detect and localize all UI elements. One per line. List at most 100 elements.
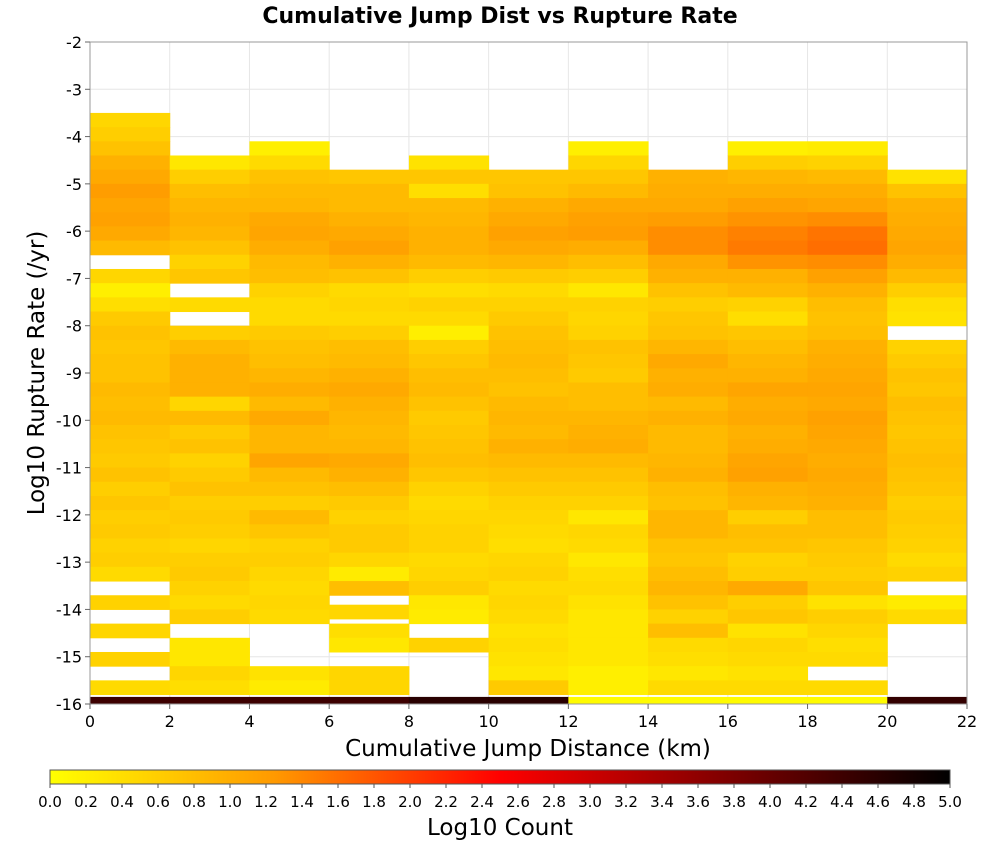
heatmap-cell xyxy=(568,183,649,199)
heatmap-cell xyxy=(648,382,729,398)
heatmap-cell xyxy=(727,268,809,284)
heatmap-cell xyxy=(727,311,809,327)
heatmap-cell xyxy=(807,254,888,270)
heatmap-cell xyxy=(90,651,171,667)
heatmap-cell xyxy=(568,651,649,667)
heatmap-cell xyxy=(887,481,968,497)
heatmap-cell xyxy=(329,623,410,639)
heatmap-cell xyxy=(887,339,968,355)
heatmap-cell xyxy=(329,425,410,440)
heatmap-cell xyxy=(249,198,330,213)
heatmap-cell xyxy=(90,552,171,568)
heatmap-cell xyxy=(648,581,729,596)
heatmap-cell xyxy=(169,254,250,270)
heatmap-cell xyxy=(568,637,649,653)
heatmap-cell xyxy=(488,552,569,568)
heatmap-cells xyxy=(90,112,968,704)
heatmap-cell xyxy=(887,595,968,610)
heatmap-cell xyxy=(408,467,490,483)
heatmap-cell xyxy=(648,566,729,582)
heatmap-cell xyxy=(488,311,569,327)
heatmap-cell xyxy=(568,141,649,156)
heatmap-cell xyxy=(568,581,649,596)
heatmap-cell xyxy=(648,325,729,341)
heatmap-cell xyxy=(887,254,968,270)
heatmap-cell xyxy=(90,198,171,213)
colorbar-tick-label: 1.2 xyxy=(254,793,278,811)
heatmap-cell xyxy=(727,453,809,469)
heatmap-cell xyxy=(90,467,171,483)
heatmap-cell xyxy=(169,169,250,185)
heatmap-cell xyxy=(169,453,250,469)
heatmap-cell xyxy=(807,297,888,313)
heatmap-cell xyxy=(887,396,968,412)
colorbar-tick-label: 1.8 xyxy=(362,793,386,811)
heatmap-cell xyxy=(568,198,649,213)
heatmap-cell xyxy=(807,339,888,355)
heatmap-cell xyxy=(488,623,569,639)
heatmap-cell xyxy=(169,226,250,242)
heatmap-cell xyxy=(90,425,171,440)
heatmap-cell xyxy=(249,396,330,412)
x-tick-label: 14 xyxy=(638,712,658,731)
heatmap-cell xyxy=(488,637,569,653)
heatmap-cell xyxy=(488,410,569,426)
colorbar-tick-label: 2.6 xyxy=(506,793,530,811)
heatmap-cell xyxy=(727,481,809,497)
colorbar-tick-label: 3.6 xyxy=(686,793,710,811)
heatmap-cell xyxy=(568,666,649,681)
colorbar-tick-label: 2.0 xyxy=(398,793,422,811)
heatmap-cell xyxy=(648,467,729,483)
heatmap-cell xyxy=(329,297,410,313)
heatmap-cell xyxy=(568,510,649,525)
colorbar-tick-label: 4.6 xyxy=(866,793,890,811)
heatmap-cell xyxy=(90,623,171,639)
heatmap-cell xyxy=(648,637,729,653)
heatmap-cell xyxy=(408,538,490,554)
heatmap-cell xyxy=(408,396,490,412)
heatmap-cell xyxy=(727,680,809,696)
heatmap-cell xyxy=(408,382,490,398)
heatmap-cell xyxy=(648,169,729,185)
heatmap-cell xyxy=(249,283,330,298)
heatmap-cell xyxy=(488,510,569,525)
heatmap-cell xyxy=(90,495,171,511)
heatmap-cell xyxy=(169,609,250,625)
heatmap-cell xyxy=(648,283,729,298)
colorbar-tick-label: 5.0 xyxy=(938,793,962,811)
heatmap-cell xyxy=(408,439,490,454)
heatmap-cell xyxy=(648,410,729,426)
heatmap-cell xyxy=(648,439,729,454)
heatmap-cell xyxy=(329,604,410,620)
heatmap-cell xyxy=(488,198,569,213)
heatmap-cell xyxy=(169,651,250,667)
heatmap-cell xyxy=(329,283,410,298)
colorbar-tick-label: 0.0 xyxy=(38,793,62,811)
heatmap-cell xyxy=(727,283,809,298)
heatmap-cell xyxy=(887,453,968,469)
heatmap-cell xyxy=(807,552,888,568)
heatmap-cell xyxy=(807,212,888,227)
heatmap-cell xyxy=(807,425,888,440)
heatmap-cell xyxy=(648,680,729,696)
heatmap-cell xyxy=(727,495,809,511)
heatmap-cell xyxy=(249,581,330,596)
heatmap-cell xyxy=(648,212,729,227)
heatmap-cell xyxy=(329,680,410,696)
heatmap-cell xyxy=(169,339,250,355)
x-tick-label: 0 xyxy=(85,712,95,731)
heatmap-cell xyxy=(90,680,171,696)
heatmap-cell xyxy=(408,481,490,497)
heatmap-cell xyxy=(408,254,490,270)
heatmap-cell xyxy=(648,538,729,554)
x-tick-label: 22 xyxy=(957,712,977,731)
heatmap-cell xyxy=(169,382,250,398)
heatmap-cell xyxy=(488,368,569,383)
heatmap-cell xyxy=(488,524,569,539)
y-tick-label: -13 xyxy=(56,553,82,572)
heatmap-cell xyxy=(727,240,809,256)
heatmap-cell xyxy=(408,524,490,539)
heatmap-cell xyxy=(568,453,649,469)
heatmap-cell xyxy=(488,481,569,497)
heatmap-cell xyxy=(488,538,569,554)
